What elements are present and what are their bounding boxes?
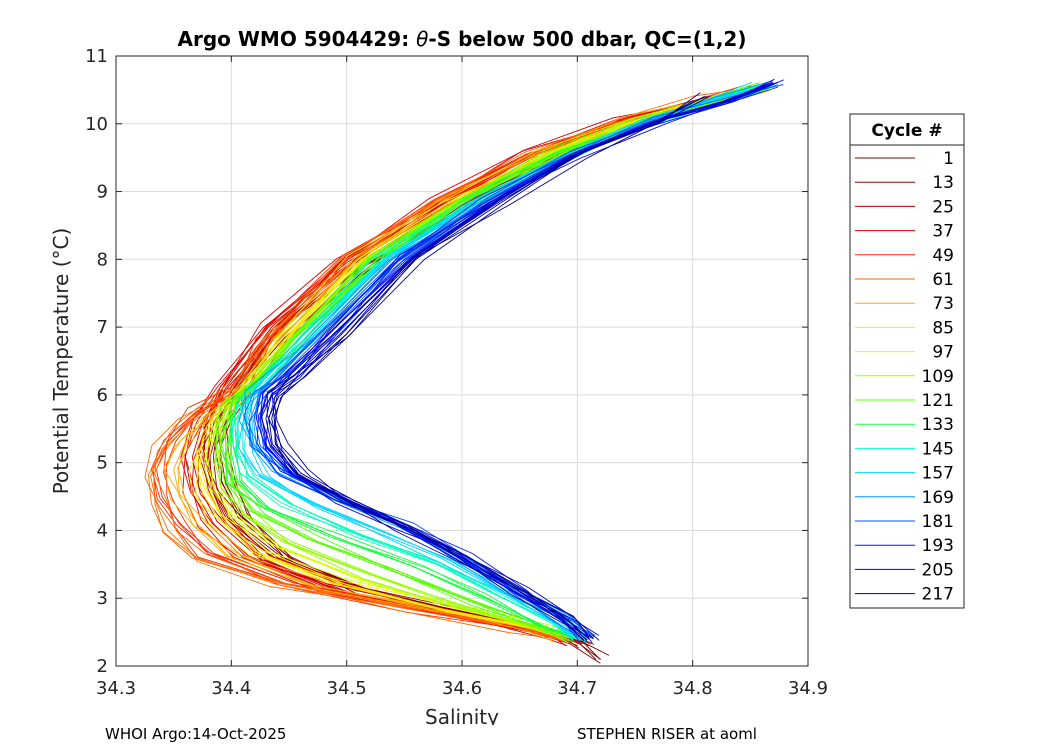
x-tick-label: 34.4 [211, 678, 251, 699]
x-tick-label: 34.8 [673, 678, 713, 699]
series-line-cycle-217 [273, 96, 710, 642]
x-tick-label: 34.6 [442, 678, 482, 699]
chart-title: Argo WMO 5904429: θ-S below 500 dbar, QC… [178, 27, 747, 51]
series-line-cycle-217 [273, 92, 701, 641]
series-line-cycle-181 [243, 82, 777, 639]
legend-title: Cycle # [871, 121, 942, 141]
y-tick-label: 9 [97, 182, 108, 203]
series-lines [144, 78, 784, 664]
footer-pi: STEPHEN RISER at aoml [577, 725, 757, 743]
legend-label-cycle-169: 169 [922, 488, 954, 508]
y-tick-label: 5 [97, 453, 108, 474]
legend-label-cycle-25: 25 [932, 197, 954, 217]
y-tick-label: 4 [97, 520, 108, 541]
legend-label-cycle-157: 157 [922, 464, 954, 484]
x-tick-label: 34.7 [557, 678, 597, 699]
legend-label-cycle-97: 97 [932, 343, 954, 363]
series-line-cycle-217 [271, 96, 705, 640]
y-tick-label: 7 [97, 317, 108, 338]
legend-label-cycle-13: 13 [932, 173, 954, 193]
legend-label-cycle-205: 205 [922, 560, 954, 580]
legend-label-cycle-61: 61 [932, 270, 954, 290]
y-axis-label: Potential Temperature (°C) [49, 228, 73, 495]
chart-title-part-1: Argo WMO 5904429: [178, 27, 417, 51]
y-tick-label: 8 [97, 249, 108, 270]
legend-label-cycle-217: 217 [922, 585, 954, 605]
footer-source: WHOI Argo:14-Oct-2025 [105, 725, 287, 743]
legend-label-cycle-145: 145 [922, 439, 954, 459]
legend-label-cycle-1: 1 [943, 149, 954, 169]
legend-label-cycle-193: 193 [922, 536, 954, 556]
legend-label-cycle-181: 181 [922, 512, 954, 532]
series-line-cycle-97 [202, 87, 767, 638]
legend-label-cycle-109: 109 [922, 367, 954, 387]
y-tick-label: 10 [85, 114, 108, 135]
series-line-cycle-145 [234, 87, 769, 639]
chart-title-part-3: -S below 500 dbar, QC=(1,2) [428, 27, 746, 51]
legend-label-cycle-73: 73 [932, 294, 954, 314]
legend-label-cycle-133: 133 [922, 415, 954, 435]
legend-items: 1 13 25 37 49 61 73 85 97 109 121 133 145 157 169 181 19… [855, 149, 954, 605]
legend-label-cycle-121: 121 [922, 391, 954, 411]
legend-label-cycle-85: 85 [932, 318, 954, 338]
y-tick-label: 11 [85, 46, 108, 67]
chart-title-theta: θ [416, 27, 428, 51]
legend: Cycle # 1 13 25 37 49 61 73 85 97 109 121 133 145 157… [849, 113, 965, 609]
series-line-cycle-193 [256, 79, 784, 643]
y-tick-label: 3 [97, 588, 108, 609]
x-axis-label: Salinity [425, 705, 499, 725]
y-tick-label: 2 [97, 656, 108, 677]
legend-label-cycle-37: 37 [932, 222, 954, 242]
x-tick-label: 34.9 [788, 678, 828, 699]
series-line-cycle-85 [195, 86, 761, 640]
series-line-cycle-121 [216, 82, 760, 644]
theta-s-chart: Argo WMO 5904429: θ-S below 500 dbar, QC… [49, 27, 965, 729]
x-tick-label: 34.3 [96, 678, 136, 699]
axis-ticks: 34.3 34.4 34.5 34.6 34.7 34.8 34.9 2 3 4 5 6 7 8 9 10 11 [85, 46, 828, 699]
x-tick-label: 34.5 [327, 678, 367, 699]
legend-box [849, 113, 965, 609]
series-line-cycle-73 [164, 88, 768, 637]
legend-label-cycle-49: 49 [932, 246, 954, 266]
y-tick-label: 6 [97, 385, 108, 406]
